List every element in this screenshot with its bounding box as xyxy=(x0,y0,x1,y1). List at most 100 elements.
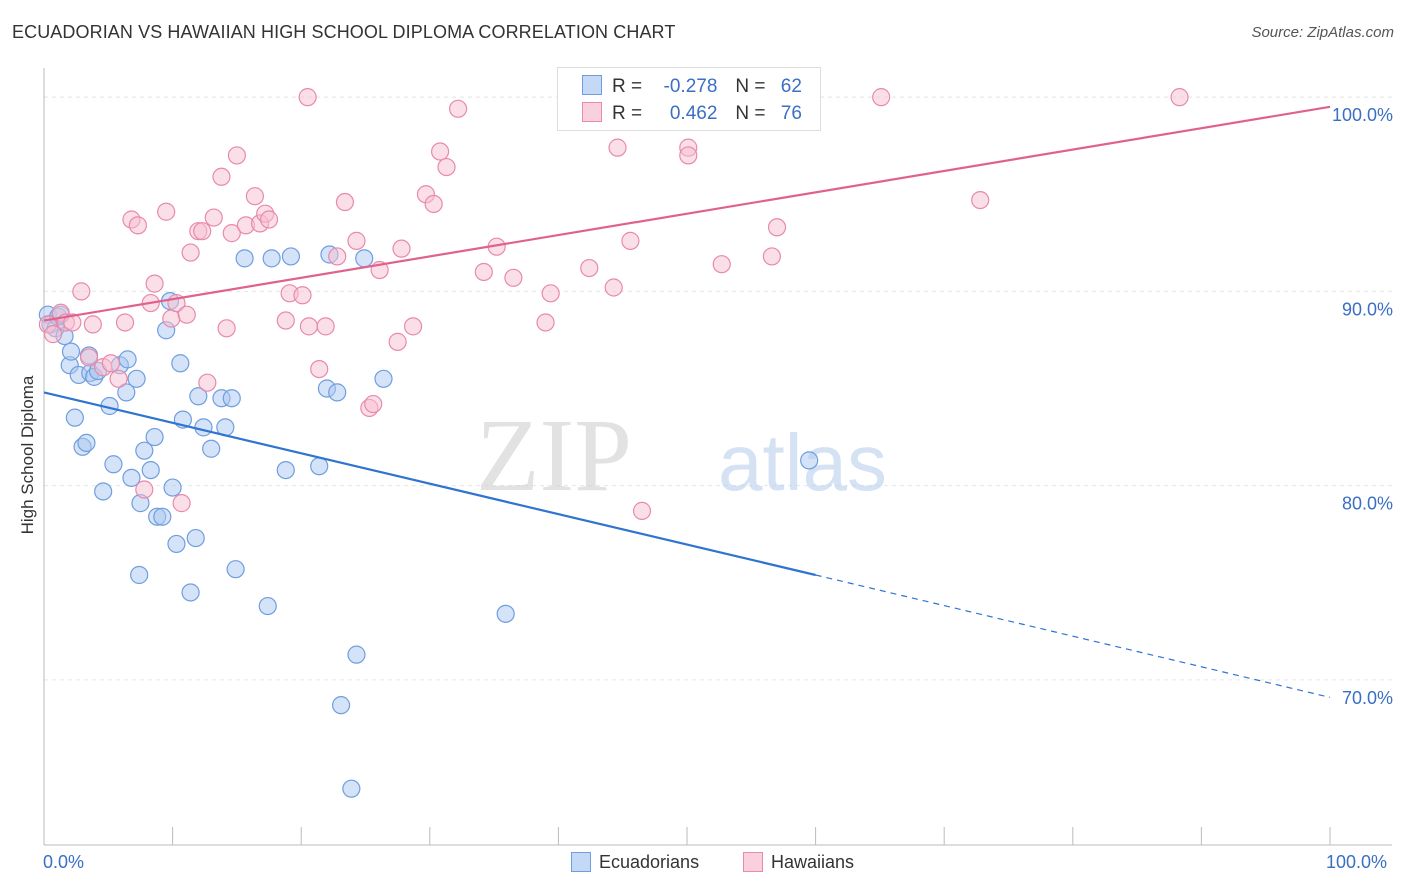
data-point xyxy=(189,387,208,406)
data-point xyxy=(293,286,312,305)
data-point xyxy=(181,583,200,602)
data-point xyxy=(153,507,172,526)
data-point xyxy=(198,373,217,392)
trend-lines xyxy=(43,105,1331,698)
bottom-legend-label: Hawaiians xyxy=(771,852,855,872)
data-point xyxy=(258,596,277,616)
series-ecuadorians xyxy=(38,245,819,798)
data-point xyxy=(83,315,102,334)
data-point xyxy=(712,255,731,274)
chart-title: ECUADORIAN VS HAWAIIAN HIGH SCHOOL DIPLO… xyxy=(12,22,676,42)
data-point xyxy=(347,231,366,250)
data-point xyxy=(63,313,82,332)
data-point xyxy=(109,369,128,388)
trend-line-extension xyxy=(815,574,1331,698)
data-point xyxy=(276,460,295,480)
x-tick-label-max: 100.0% xyxy=(1326,852,1388,872)
data-point xyxy=(1170,88,1189,107)
data-point xyxy=(227,146,246,165)
data-point xyxy=(262,249,281,268)
data-point xyxy=(259,210,279,229)
data-point xyxy=(536,313,555,332)
x-tick-label-min: 0.0% xyxy=(43,852,85,872)
data-point xyxy=(194,418,213,437)
y-tick-label: 70.0% xyxy=(1342,688,1393,708)
data-point xyxy=(181,243,200,262)
trend-line xyxy=(43,391,816,577)
data-point xyxy=(72,282,91,301)
data-point xyxy=(632,501,652,520)
data-point xyxy=(679,146,698,165)
data-point xyxy=(94,482,113,501)
y-tick-labels: 70.0% 80.0% 90.0% 100.0% xyxy=(1332,105,1393,708)
data-point xyxy=(127,369,146,388)
y-axis-label: High School Diploma xyxy=(18,375,37,535)
data-point xyxy=(128,216,147,235)
data-point xyxy=(118,350,137,369)
data-point xyxy=(474,262,493,282)
data-point xyxy=(355,249,374,268)
legend-r-value: 0.462 xyxy=(669,103,718,124)
data-point xyxy=(971,190,990,210)
data-point xyxy=(364,394,383,414)
data-point xyxy=(496,604,515,623)
data-point xyxy=(65,408,84,427)
data-point xyxy=(104,455,123,474)
bottom-legend-ecuadorians: Ecuadorians xyxy=(571,852,699,873)
grid-lines xyxy=(44,96,1392,681)
data-point xyxy=(130,565,149,585)
legend-row-hawaiians: R = 0.462 N = 76 xyxy=(582,102,802,126)
chart-source: Source: ZipAtlas.com xyxy=(1251,24,1394,41)
y-tick-label: 80.0% xyxy=(1342,494,1393,514)
data-point xyxy=(316,317,335,336)
data-point xyxy=(504,268,523,287)
data-point xyxy=(424,194,443,214)
data-point xyxy=(281,247,301,266)
legend-n-value: 76 xyxy=(780,103,802,124)
data-point xyxy=(145,427,164,447)
data-point xyxy=(235,249,254,268)
data-point xyxy=(335,192,355,212)
legend-r-label: R = xyxy=(612,103,643,124)
legend-r-value: -0.278 xyxy=(663,76,718,97)
bottom-legend-label: Ecuadorians xyxy=(599,852,700,872)
data-point xyxy=(604,278,623,297)
data-point xyxy=(448,99,468,118)
data-point xyxy=(141,460,160,480)
data-point xyxy=(171,354,190,373)
data-point xyxy=(331,696,351,715)
data-point xyxy=(79,348,99,367)
data-point xyxy=(767,218,787,237)
data-point xyxy=(226,560,245,579)
watermark-zip: ZIP xyxy=(476,398,632,513)
legend-n-label: N = xyxy=(735,76,766,97)
y-tick-label: 100.0% xyxy=(1332,105,1393,125)
data-point xyxy=(43,325,63,344)
data-point xyxy=(177,305,196,324)
data-point xyxy=(157,202,176,221)
data-point xyxy=(388,332,407,351)
data-point xyxy=(135,480,154,499)
data-point xyxy=(392,239,411,258)
data-point xyxy=(101,354,120,373)
data-point xyxy=(163,478,182,497)
data-point xyxy=(245,187,265,206)
data-point xyxy=(299,317,319,336)
bottom-legend-swatch-hawaiians xyxy=(743,852,763,872)
data-point xyxy=(212,167,231,186)
stats-legend: R = -0.278 N = 62 R = 0.462 N = 76 xyxy=(557,67,821,131)
data-point xyxy=(217,319,236,338)
data-point xyxy=(162,309,181,328)
data-point xyxy=(872,88,891,107)
data-point xyxy=(202,439,221,458)
data-point xyxy=(117,383,136,402)
bottom-legend-hawaiians: Hawaiians xyxy=(743,852,854,873)
data-point xyxy=(172,494,191,513)
data-point xyxy=(430,142,450,161)
data-point xyxy=(342,779,361,798)
data-point xyxy=(347,645,366,664)
data-point xyxy=(167,534,186,554)
data-point xyxy=(403,317,423,336)
data-point xyxy=(276,311,295,330)
data-point xyxy=(222,224,241,243)
